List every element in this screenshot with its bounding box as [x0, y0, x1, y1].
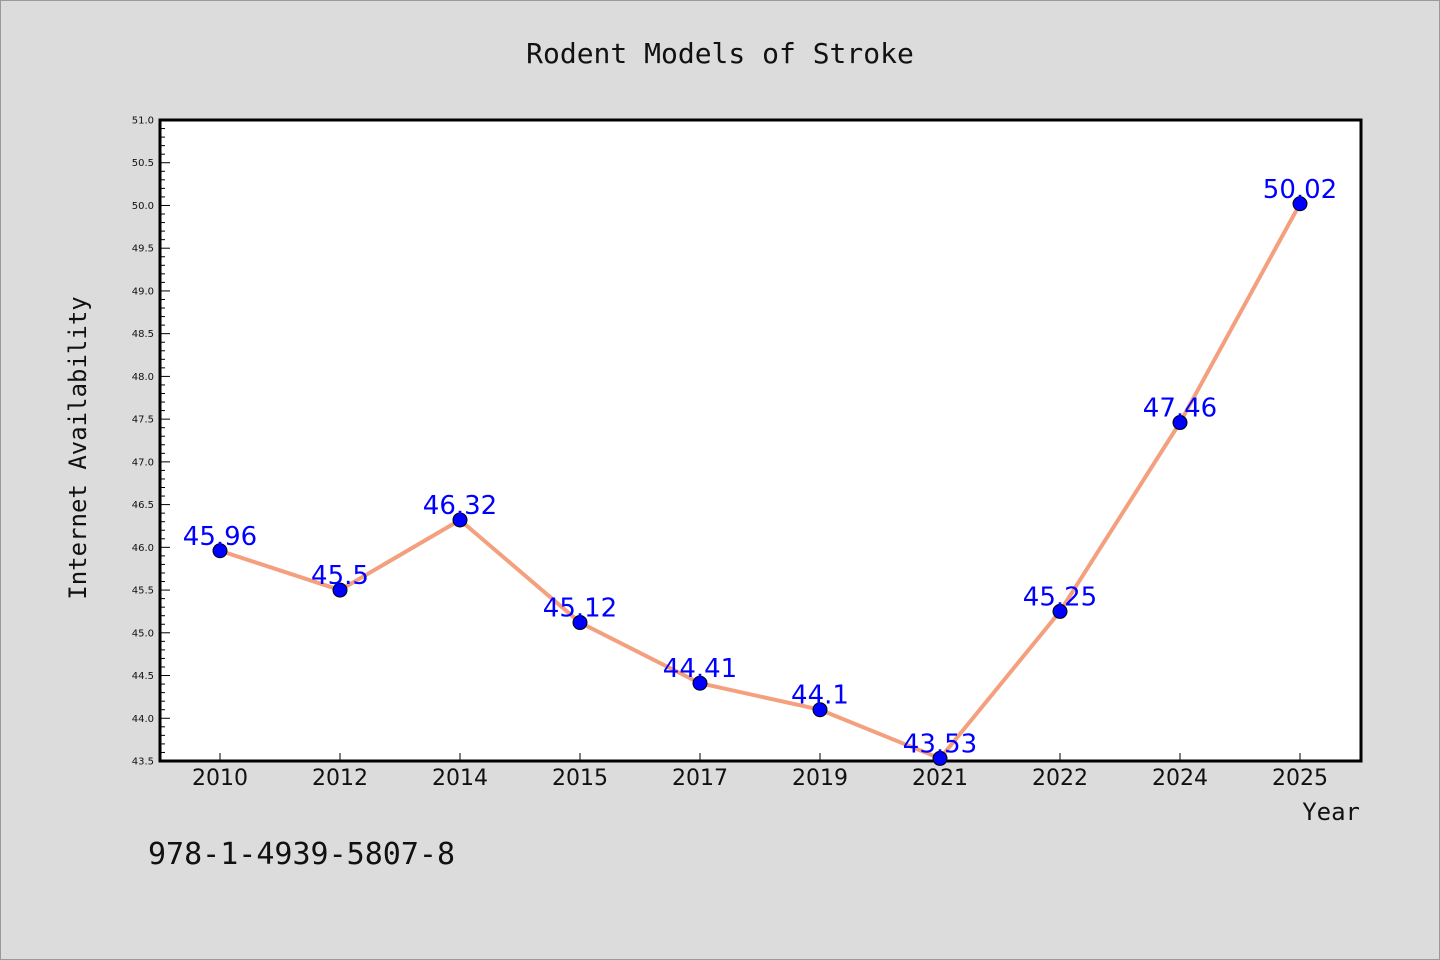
isbn-text: 978-1-4939-5807-8 — [148, 837, 455, 872]
y-tick-label: 49.0 — [132, 286, 154, 297]
data-label: 44.1 — [791, 681, 849, 711]
y-tick-label: 50.0 — [132, 201, 154, 212]
data-label: 50.02 — [1263, 175, 1337, 205]
data-point — [812, 702, 828, 718]
x-tick-label: 2019 — [792, 766, 848, 791]
chart-title: Rodent Models of Stroke — [526, 37, 914, 70]
data-point — [212, 543, 228, 559]
y-tick-label: 44.0 — [132, 714, 154, 725]
y-tick-label: 49.5 — [132, 244, 154, 255]
x-axis: 2010 2012 2014 2015 2017 2019 2021 2022 2024 2025 — [192, 753, 1328, 791]
x-tick-label: 2014 — [432, 766, 488, 791]
series-polyline — [218, 201, 1302, 761]
data-label: 44.41 — [663, 654, 737, 684]
x-tick-label: 2012 — [312, 766, 368, 791]
y-tick-label: 47.5 — [132, 415, 154, 426]
data-point — [452, 512, 468, 528]
y-tick-label: 50.5 — [132, 158, 154, 169]
y-tick-label: 46.5 — [132, 500, 154, 511]
y-tick-label: 51.0 — [132, 116, 154, 127]
data-point — [692, 675, 708, 691]
x-axis-title: Year — [1302, 798, 1360, 826]
data-point — [572, 615, 588, 631]
y-tick-label: 45.0 — [132, 628, 154, 639]
y-tick-label: 45.5 — [132, 586, 154, 597]
data-label: 45.12 — [543, 594, 617, 624]
series-line — [218, 201, 1302, 761]
y-axis: 43.5 44.0 44.5 45.0 45.5 46.0 46.5 47.0 47.5 48.0… — [132, 116, 170, 768]
data-point — [1172, 415, 1188, 431]
y-tick-label: 43.5 — [132, 757, 154, 768]
data-label: 46.32 — [423, 491, 497, 521]
x-tick-label: 2017 — [672, 766, 728, 791]
data-point — [332, 582, 348, 598]
data-point — [932, 750, 948, 766]
y-axis-title: Internet Availability — [64, 296, 92, 599]
data-point — [1052, 603, 1068, 619]
y-tick-label: 44.5 — [132, 671, 154, 682]
data-label: 45.25 — [1023, 582, 1097, 612]
x-tick-label: 2022 — [1032, 766, 1088, 791]
data-label: 45.96 — [183, 522, 257, 552]
data-label: 43.53 — [903, 729, 977, 759]
x-tick-label: 2024 — [1152, 766, 1208, 791]
y-tick-label: 48.5 — [132, 329, 154, 340]
y-tick-label: 47.0 — [132, 457, 154, 468]
data-label: 45.5 — [311, 561, 369, 591]
plot-area — [158, 118, 1363, 763]
data-label: 47.46 — [1143, 394, 1217, 424]
x-tick-label: 2025 — [1272, 766, 1328, 791]
x-tick-label: 2021 — [912, 766, 968, 791]
y-tick-label: 48.0 — [132, 372, 154, 383]
y-tick-label: 46.0 — [132, 543, 154, 554]
series-markers — [212, 196, 1308, 766]
data-point — [1292, 196, 1308, 212]
data-labels: 45.96 45.5 46.32 45.12 44.41 44.1 43.53 45.25 47… — [183, 175, 1337, 760]
x-tick-label: 2010 — [192, 766, 248, 791]
x-tick-label: 2015 — [552, 766, 608, 791]
